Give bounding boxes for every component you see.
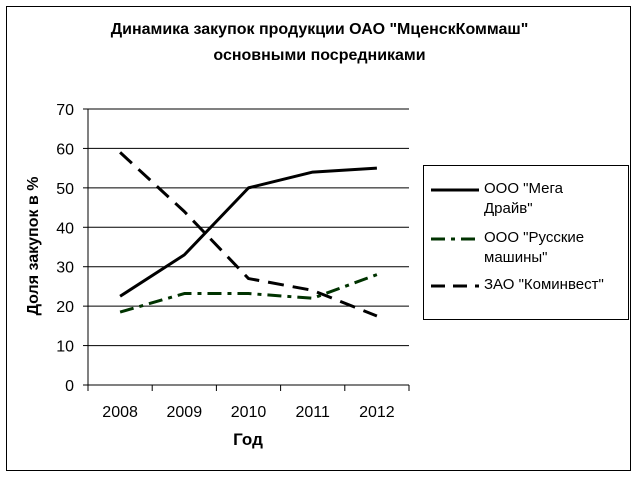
legend: ООО "Мега Драйв" ООО "Русские машины" ЗА… — [423, 165, 629, 320]
legend-swatch-dashdot — [431, 237, 479, 241]
series-line-2 — [119, 151, 378, 318]
legend-label-line2: машины" — [484, 249, 548, 266]
legend-label-line2: Драйв" — [484, 200, 533, 217]
y-tick-label: 10 — [56, 339, 74, 356]
legend-label-line1: ООО "Мега — [484, 180, 563, 197]
x-tick-label: 2009 — [167, 404, 203, 421]
chart-title: Динамика закупок продукции ОАО "МценскКо… — [110, 21, 529, 38]
y-tick-label: 30 — [56, 260, 74, 277]
y-tick-label: 70 — [56, 102, 74, 119]
x-tick-label: 2008 — [102, 404, 138, 421]
x-axis-label: Год — [233, 430, 263, 449]
legend-label-line1: ООО "Русские — [484, 229, 585, 246]
legend-item-russkie-mashiny: ООО "Русские машины" — [424, 229, 630, 279]
legend-swatch-solid — [431, 188, 479, 192]
series-line-1 — [119, 273, 378, 314]
legend-item-mega-drive: ООО "Мега Драйв" — [424, 180, 630, 230]
y-tick-label: 60 — [56, 141, 74, 158]
y-tick-label: 50 — [56, 181, 74, 198]
legend-label-line1: ЗАО "Коминвест" — [484, 276, 604, 293]
legend-item-kominvest: ЗАО "Коминвест" — [424, 276, 630, 326]
chart-subtitle: основными посредниками — [213, 47, 426, 64]
y-tick-label: 20 — [56, 299, 74, 316]
x-tick-label: 2010 — [231, 404, 267, 421]
y-tick-label: 40 — [56, 220, 74, 237]
x-tick-label: 2012 — [359, 404, 395, 421]
legend-swatch-dashed — [431, 284, 479, 288]
series-line-0 — [119, 166, 377, 298]
y-axis-label: Доля закупок в % — [25, 176, 42, 316]
y-tick-label: 0 — [65, 378, 74, 395]
x-tick-label: 2011 — [295, 404, 330, 421]
